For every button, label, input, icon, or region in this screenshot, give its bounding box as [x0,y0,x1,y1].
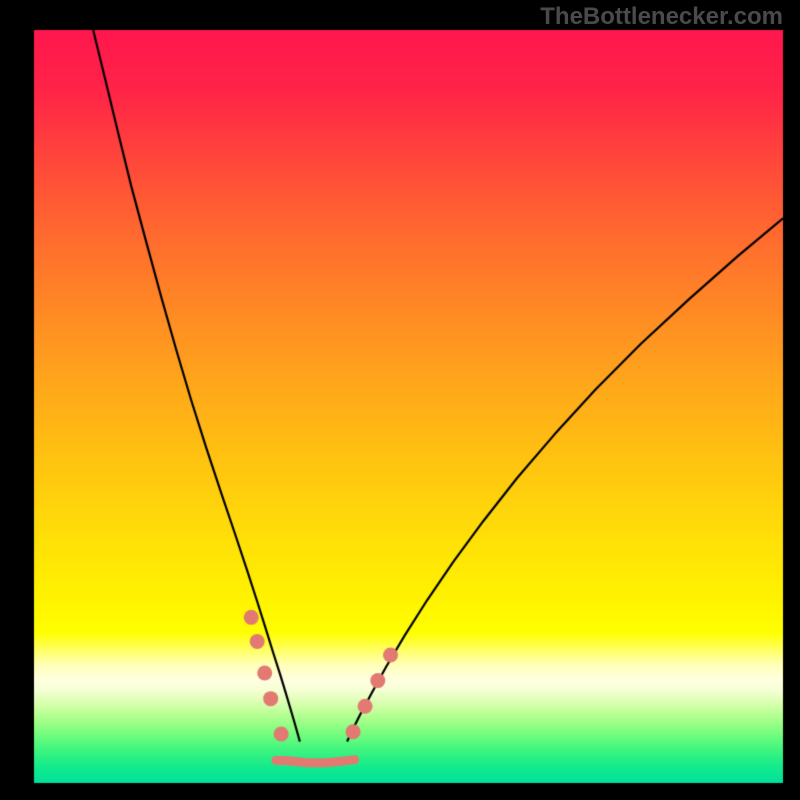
bottleneck-chart-canvas [0,0,800,800]
chart-stage: TheBottlenecker.com [0,0,800,800]
